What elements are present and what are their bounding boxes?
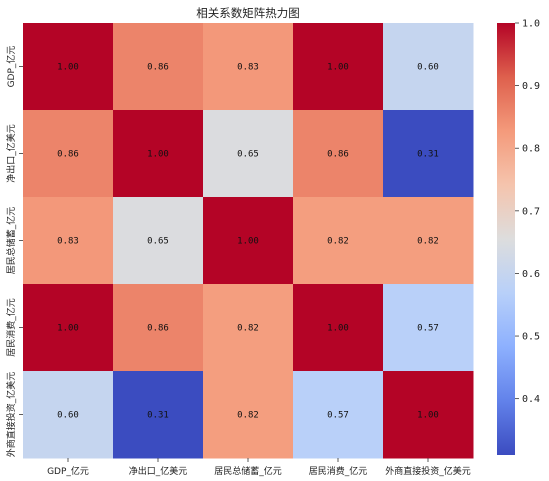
colorbar-tick-label: 0.7 xyxy=(522,206,540,217)
cell-value-label: 0.83 xyxy=(237,63,259,73)
chart-title: 相关系数矩阵热力图 xyxy=(196,6,300,20)
heatmap-cell xyxy=(203,197,294,285)
colorbar-tick-label: 1.0 xyxy=(522,19,540,30)
cell-value-label: 0.65 xyxy=(147,237,169,247)
heatmap-cell xyxy=(293,110,384,198)
cell-value-label: 0.57 xyxy=(327,411,349,421)
cell-value-label: 0.86 xyxy=(327,150,349,160)
heatmap-cell xyxy=(203,23,294,111)
colorbar-gradient xyxy=(497,23,515,455)
heatmap-cell xyxy=(293,197,384,285)
cell-value-label: 0.86 xyxy=(147,63,169,73)
y-tick-label: GDP_亿元 xyxy=(5,46,17,88)
heatmap-cells: 1.00 0.86 0.83 1.00 0.60 0.86 1.00 0.65 0.86 0.31… xyxy=(23,23,474,459)
y-tick-label: 净出口_亿美元 xyxy=(5,124,17,183)
heatmap-cell xyxy=(113,110,204,198)
x-tick-label: GDP_亿元 xyxy=(47,465,89,477)
cell-value-label: 1.00 xyxy=(237,237,259,247)
heatmap-cell xyxy=(383,23,474,111)
colorbar-tick-label: 0.9 xyxy=(522,81,540,92)
heatmap-cell xyxy=(383,371,474,459)
x-tick-label: 居民总储蓄_亿元 xyxy=(214,465,282,477)
heatmap-cell xyxy=(383,197,474,285)
colorbar: 0.4 0.5 0.6 0.7 0.8 0.9 1.0 xyxy=(497,19,540,455)
colorbar-tick-label: 0.5 xyxy=(522,332,540,343)
cell-value-label: 1.00 xyxy=(417,411,439,421)
cell-value-label: 1.00 xyxy=(147,150,169,160)
heatmap-cell xyxy=(293,23,384,111)
heatmap-cell xyxy=(203,284,294,372)
x-tick-label: 居民消费_亿元 xyxy=(309,465,368,477)
cell-value-label: 0.82 xyxy=(327,237,349,247)
cell-value-label: 0.31 xyxy=(147,411,169,421)
x-axis-ticks: GDP_亿元 净出口_亿美元 居民总储蓄_亿元 居民消费_亿元 外商直接投资_亿美元 xyxy=(47,458,471,477)
heatmap-cell xyxy=(23,284,114,372)
heatmap-cell xyxy=(383,110,474,198)
cell-value-label: 1.00 xyxy=(57,63,79,73)
heatmap-cell xyxy=(203,371,294,459)
heatmap-cell xyxy=(293,371,384,459)
heatmap-cell xyxy=(203,110,294,198)
heatmap-cell xyxy=(23,197,114,285)
colorbar-tick-label: 0.4 xyxy=(522,394,540,405)
cell-value-label: 0.83 xyxy=(57,237,79,247)
cell-value-label: 0.31 xyxy=(417,150,439,160)
cell-value-label: 0.82 xyxy=(417,237,439,247)
y-tick-label: 居民消费_亿元 xyxy=(5,298,17,357)
colorbar-tick-label: 0.6 xyxy=(522,269,540,280)
cell-value-label: 1.00 xyxy=(327,324,349,334)
colorbar-tick-label: 0.8 xyxy=(522,144,540,155)
heatmap-cell xyxy=(113,371,204,459)
cell-value-label: 0.65 xyxy=(237,150,259,160)
cell-value-label: 0.60 xyxy=(417,63,439,73)
x-tick-label: 净出口_亿美元 xyxy=(129,465,188,477)
cell-value-label: 0.82 xyxy=(237,411,259,421)
heatmap-cell xyxy=(23,23,114,111)
x-tick-label: 外商直接投资_亿美元 xyxy=(385,465,471,477)
heatmap-cell xyxy=(293,284,384,372)
y-tick-label: 居民总储蓄_亿元 xyxy=(5,207,17,275)
cell-value-label: 1.00 xyxy=(57,324,79,334)
heatmap-cell xyxy=(113,23,204,111)
heatmap-cell xyxy=(23,110,114,198)
heatmap-cell xyxy=(383,284,474,372)
cell-value-label: 0.60 xyxy=(57,411,79,421)
cell-value-label: 0.86 xyxy=(147,324,169,334)
heatmap-cell xyxy=(113,284,204,372)
cell-value-label: 0.86 xyxy=(57,150,79,160)
cell-value-label: 0.82 xyxy=(237,324,259,334)
cell-value-label: 0.57 xyxy=(417,324,439,334)
heatmap-cell xyxy=(113,197,204,285)
y-tick-label: 外商直接投资_亿美元 xyxy=(5,372,17,458)
heatmap-cell xyxy=(23,371,114,459)
cell-value-label: 1.00 xyxy=(327,63,349,73)
